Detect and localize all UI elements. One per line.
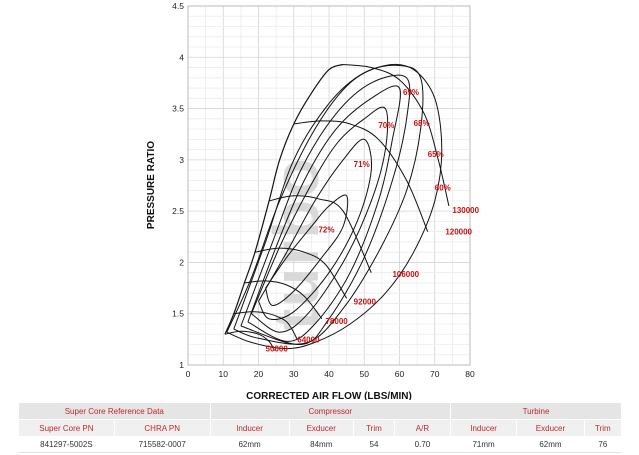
efficiency-island-69pct <box>247 85 401 342</box>
x-tick-label: 20 <box>254 369 264 379</box>
col-header-compressor-trim: Trim <box>352 419 395 436</box>
y-tick-label: 4.5 <box>172 1 184 11</box>
efficiency-label-72pct: 72% <box>318 226 334 235</box>
col-header-compressor-inducer: Inducer <box>209 419 290 436</box>
speed-label-50000: 50000 <box>266 345 289 354</box>
speed-label-78000: 78000 <box>325 317 348 326</box>
speed-label-92000: 92000 <box>354 297 377 306</box>
super-core-spec-table: Super Core Reference Data Compressor Tur… <box>18 403 621 453</box>
speed-label-120000: 120000 <box>445 228 472 237</box>
col-header-turbine-trim: Trim <box>583 419 621 436</box>
x-tick-label: 50 <box>360 369 370 379</box>
col-header-super-core-pn: Super Core PN <box>18 419 115 436</box>
efficiency-island-72pct <box>265 194 349 307</box>
efficiency-island-60pct <box>226 63 443 350</box>
y-tick-label: 3 <box>179 155 184 165</box>
surge-line-path <box>224 63 344 335</box>
efficiency-islands <box>226 63 443 350</box>
x-tick-label: 30 <box>289 369 299 379</box>
speed-line-64000 <box>233 311 298 340</box>
map-labels: 50000 64000 78000 92000 106000 120000 130000 72… <box>266 88 480 353</box>
efficiency-island-68pct <box>240 74 411 346</box>
col-header-compressor-exducer: Exducer <box>288 419 354 436</box>
group-header-turbine: Turbine <box>449 403 621 420</box>
efficiency-label-70pct: 70% <box>378 121 394 130</box>
efficiency-island-65pct <box>233 64 424 345</box>
efficiency-label-68pct: 68% <box>414 119 430 128</box>
compressor-map-chart: turbo 5000064000780009200010600012000013… <box>146 1 480 400</box>
efficiency-label-65pct: 65% <box>428 150 444 159</box>
x-tick-label: 80 <box>465 369 475 379</box>
efficiency-island-70pct <box>250 106 389 333</box>
cell-compressor-exducer: 84mm <box>288 436 354 453</box>
table-group-header-row: Super Core Reference Data Compressor Tur… <box>18 403 621 420</box>
speed-line-130000 <box>343 64 450 207</box>
cell-turbine-trim: 76 <box>583 436 621 453</box>
axis-ticks: 0 10 20 30 40 50 60 70 80 1 1.5 2 2.5 3 3.5 4 4.5 <box>172 1 475 379</box>
x-tick-label: 60 <box>395 369 405 379</box>
x-axis-title: CORRECTED AIR FLOW (LBS/MIN) <box>246 391 412 400</box>
x-tick-label: 10 <box>219 369 229 379</box>
cell-ar: 0.70 <box>393 436 451 453</box>
group-header-compressor: Compressor <box>209 403 451 420</box>
x-tick-label: 70 <box>430 369 440 379</box>
y-tick-label: 1.5 <box>172 309 184 319</box>
y-tick-label: 1 <box>179 360 184 370</box>
speed-line-92000 <box>254 247 348 299</box>
col-header-turbine-inducer: Inducer <box>449 419 517 436</box>
cell-compressor-inducer: 62mm <box>209 436 290 453</box>
x-tick-label: 40 <box>324 369 334 379</box>
speed-label-130000: 130000 <box>452 206 479 215</box>
speed-line-120000 <box>293 120 429 232</box>
cell-turbine-inducer: 71mm <box>449 436 517 453</box>
y-tick-label: 2.5 <box>172 206 184 216</box>
table-column-header-row: Super Core PN CHRA PN Inducer Exducer Tr… <box>18 419 621 436</box>
plot-border <box>187 5 471 366</box>
x-tick-label: 0 <box>186 369 191 379</box>
y-tick-label: 3.5 <box>172 104 184 114</box>
cell-turbine-exducer: 62mm <box>516 436 585 453</box>
y-axis-title: PRESSURE RATIO <box>146 141 157 229</box>
table-row: 841297-5002S 715582-0007 62mm 84mm 54 0.… <box>18 436 621 453</box>
efficiency-label-69pct: 69% <box>403 88 419 97</box>
speed-label-64000: 64000 <box>297 335 320 344</box>
y-tick-label: 2 <box>179 257 184 267</box>
speed-line-78000 <box>244 280 323 320</box>
efficiency-label-60pct: 60% <box>435 184 451 193</box>
y-tick-label: 4 <box>179 52 184 62</box>
cell-compressor-trim: 54 <box>352 436 395 453</box>
col-header-chra-pn: CHRA PN <box>113 419 211 436</box>
speed-lines <box>224 64 450 351</box>
speed-label-106000: 106000 <box>392 270 419 279</box>
cell-chra-pn: 715582-0007 <box>113 436 211 453</box>
efficiency-label-71pct: 71% <box>354 160 370 169</box>
col-header-turbine-exducer: Exducer <box>516 419 585 436</box>
cell-super-core-pn: 841297-5002S <box>18 436 115 453</box>
speed-line-50000 <box>224 330 275 351</box>
surge-line <box>224 63 344 335</box>
group-header-reference: Super Core Reference Data <box>18 403 211 420</box>
speed-line-106000 <box>268 195 372 273</box>
efficiency-island-71pct <box>258 138 373 321</box>
col-header-ar: A/R <box>393 419 451 436</box>
